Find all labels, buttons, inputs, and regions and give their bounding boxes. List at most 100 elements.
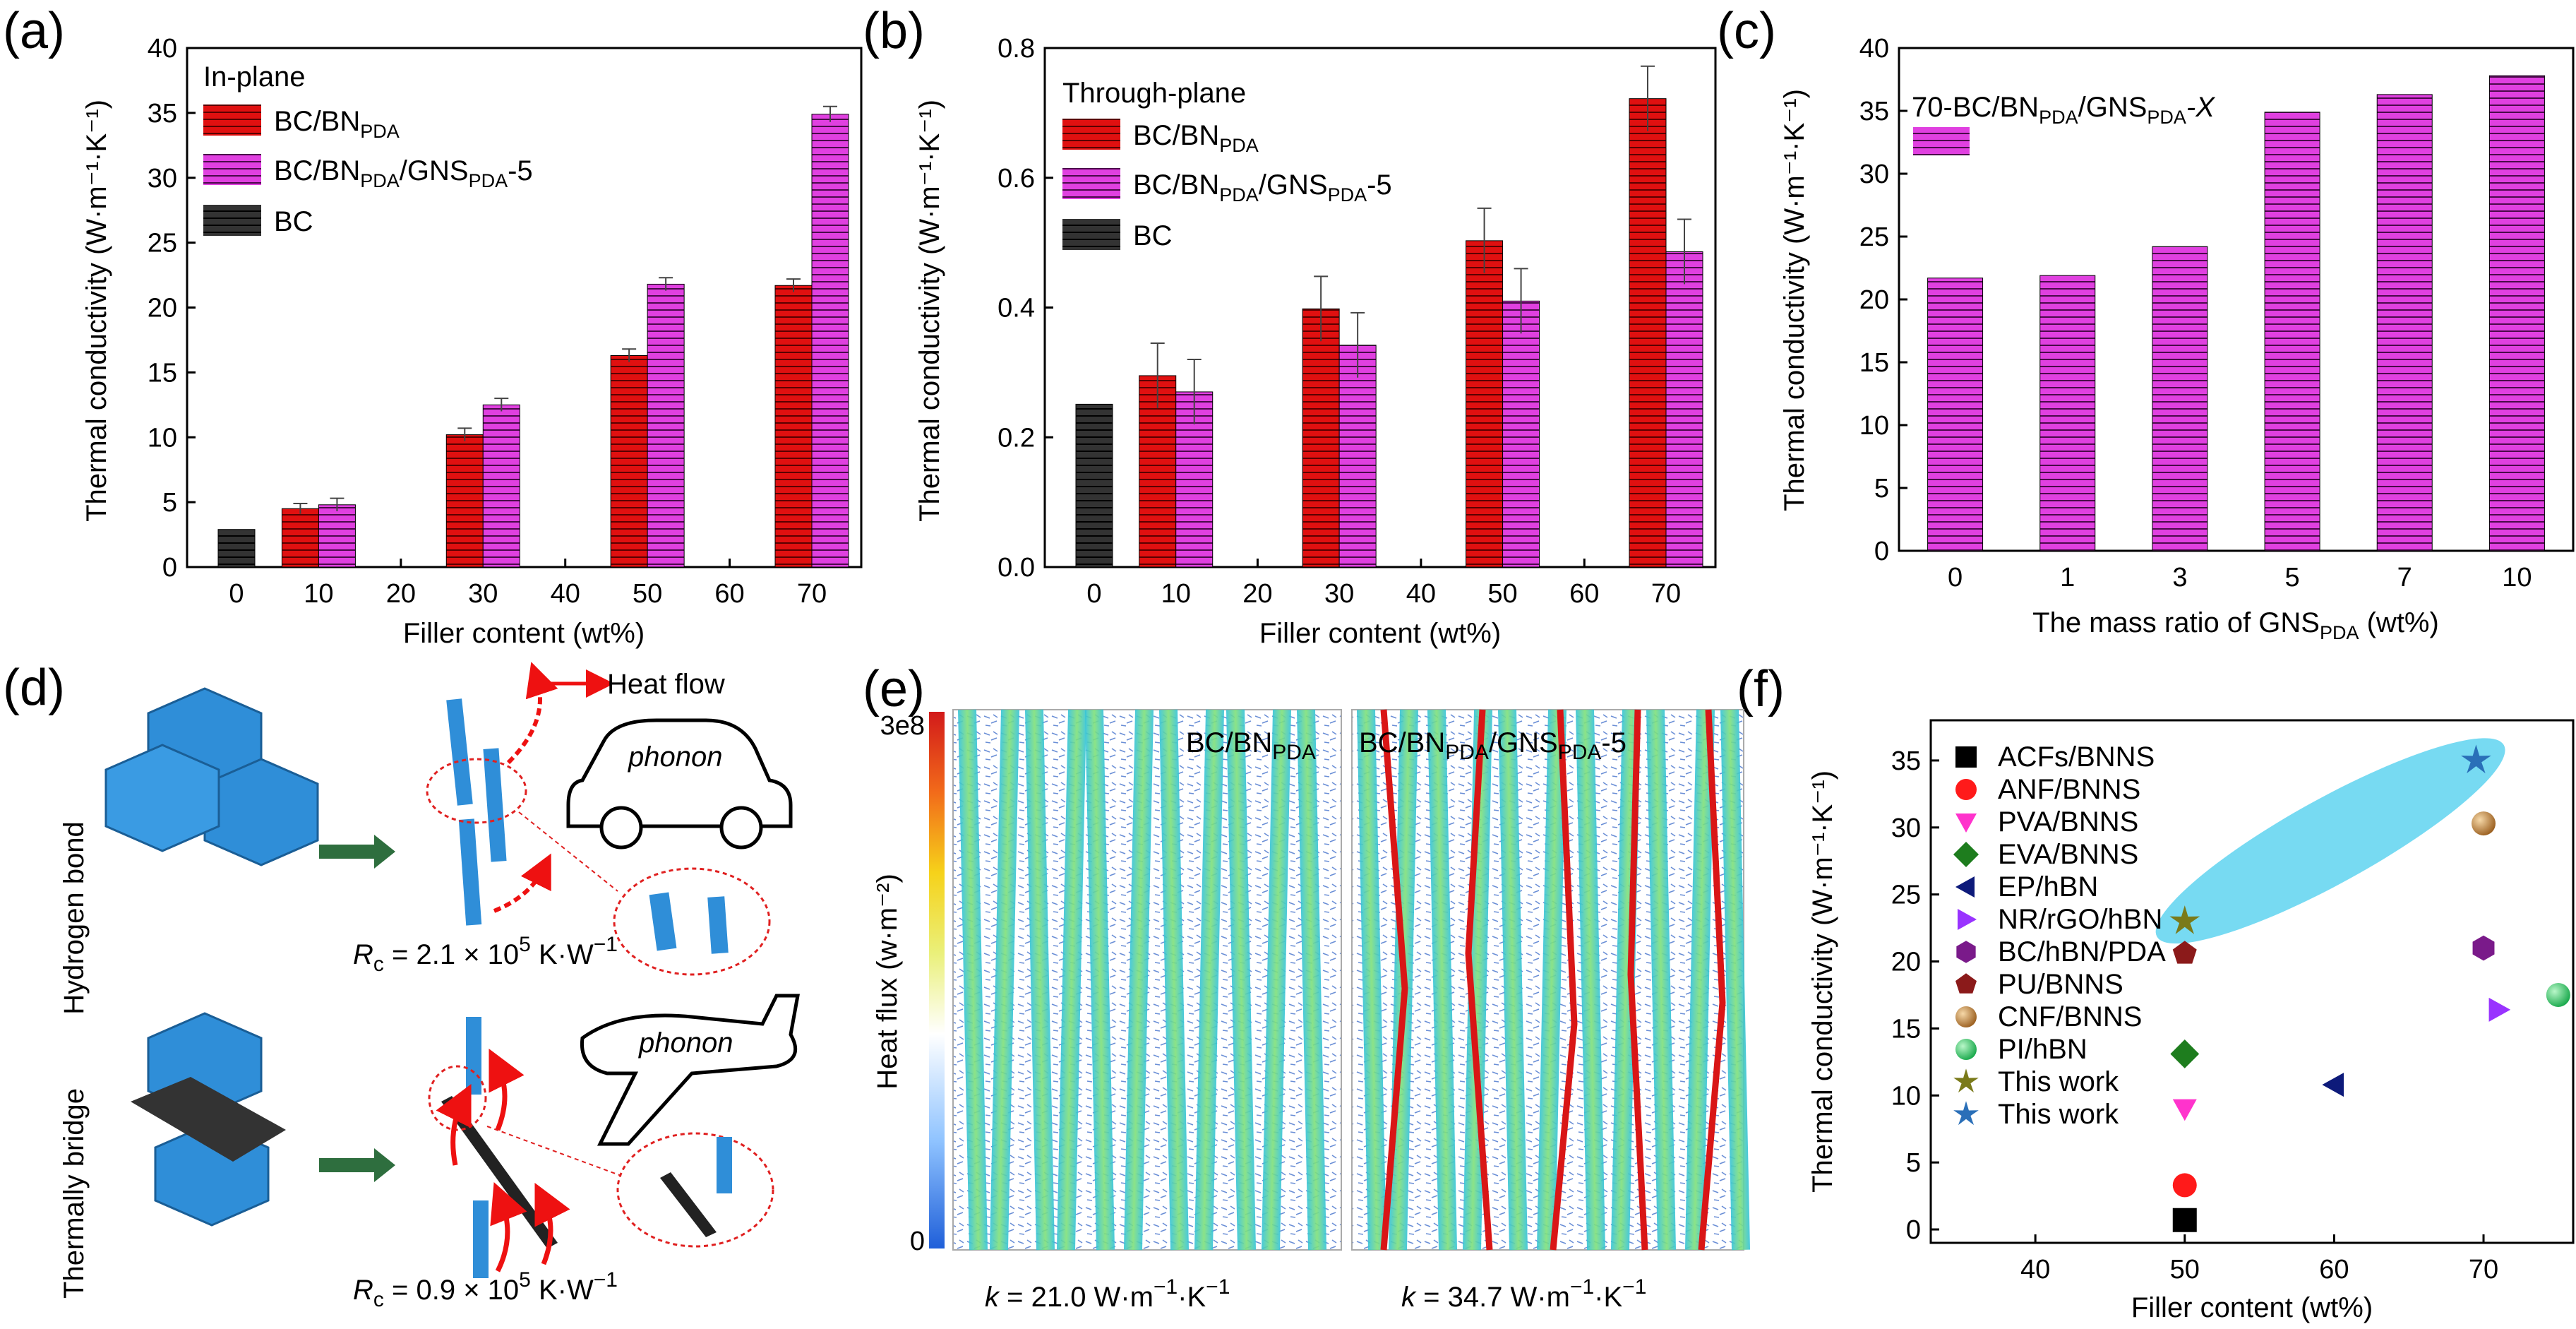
flux-rod-right bbox=[1498, 709, 1528, 1251]
heat-path-red bbox=[1550, 709, 1578, 1251]
panel-c-label: (c) bbox=[1717, 3, 1776, 59]
x-tick-label: 10 bbox=[1161, 579, 1191, 609]
y-tick-label: 15 bbox=[1891, 1014, 1921, 1044]
panel-f-label: (f) bbox=[1737, 661, 1785, 717]
flux-rod-right bbox=[1427, 709, 1458, 1251]
y-tick-label: 15 bbox=[1859, 348, 1889, 378]
chart-b: Thermal conductivity (W·m⁻¹·K⁻¹) Filler … bbox=[914, 34, 1717, 649]
x-tick-label: 40 bbox=[551, 579, 580, 609]
x-tick-label: 7 bbox=[2397, 563, 2412, 592]
y-tick-label: 5 bbox=[1874, 474, 1889, 503]
legend-label: NR/rGO/hBN bbox=[1998, 904, 2162, 935]
point-cnf-bnns bbox=[2472, 811, 2496, 836]
svg-text:phonon: phonon bbox=[638, 1027, 733, 1059]
heatmap-e: 3e8 0 Heat flux (w·m⁻²) BC/BNPDA BC/BNPD… bbox=[872, 709, 1751, 1313]
x-tick-label: 50 bbox=[633, 579, 662, 609]
x-tick-label: 10 bbox=[2502, 563, 2532, 592]
flux-rod-left bbox=[1226, 709, 1257, 1251]
flux-rod-right bbox=[1646, 709, 1677, 1251]
y-tick-label: 20 bbox=[1891, 948, 1921, 977]
legend-label-bcbn-gns: BC/BNPDA/GNSPDA-5 bbox=[1133, 169, 1392, 205]
legend-marker bbox=[1958, 909, 1977, 930]
bar-bcbn-gns-50 bbox=[647, 283, 685, 568]
y-tick-label: 0.6 bbox=[998, 164, 1035, 193]
bar-bcbn-30 bbox=[445, 434, 484, 568]
highlight-ellipse bbox=[2155, 738, 2505, 944]
contact-highlight-top bbox=[426, 758, 527, 824]
panel-b-label: (b) bbox=[863, 3, 925, 59]
k-left: k = 21.0 W·m−1·K−1 bbox=[985, 1275, 1230, 1313]
bar-bcbn-gns-30 bbox=[482, 404, 520, 568]
legend-swatch-magenta bbox=[1913, 127, 1970, 155]
heat-flow-label: Heat flow bbox=[607, 669, 725, 700]
svg-text:phonon: phonon bbox=[628, 741, 722, 773]
hexagon-stack-top bbox=[104, 687, 319, 866]
x-tick-label: 50 bbox=[1487, 579, 1517, 609]
y-tick-label: 0 bbox=[1874, 537, 1889, 566]
chart-c-ylabel: Thermal conductivity (W·m⁻¹·K⁻¹) bbox=[1779, 89, 1810, 511]
legend-marker bbox=[1955, 973, 1977, 994]
bar-bcbn-gns-50 bbox=[1502, 300, 1540, 568]
bar-bc-0 bbox=[1075, 403, 1113, 568]
x-tick-label: 70 bbox=[1651, 579, 1681, 609]
car-icon: phonon bbox=[566, 718, 793, 850]
y-tick-label: 0.0 bbox=[998, 553, 1035, 583]
colorbar-label: Heat flux (w·m⁻²) bbox=[872, 874, 903, 1090]
colorbar bbox=[929, 712, 945, 1248]
flux-rod-right bbox=[1536, 709, 1566, 1251]
flux-rod-right bbox=[1684, 709, 1715, 1251]
chart-f-xlabel: Filler content (wt%) bbox=[2131, 1292, 2373, 1323]
y-tick-label: 40 bbox=[1859, 34, 1889, 64]
chart-c-frame bbox=[1898, 47, 2575, 552]
legend-marker bbox=[1953, 1101, 1979, 1126]
bar-gns-5 bbox=[2264, 112, 2320, 552]
y-tick-label: 25 bbox=[1859, 222, 1889, 252]
chart-b-title: Through-plane bbox=[1062, 78, 1246, 109]
schematic-d: Hydrogen bond Thermally bridge Heat flow… bbox=[59, 662, 800, 1311]
sheets-bottom bbox=[441, 1017, 558, 1278]
legend-marker bbox=[1956, 941, 1976, 963]
legend-label: PU/BNNS bbox=[1998, 969, 2123, 1000]
y-tick-label: 0.8 bbox=[998, 34, 1035, 64]
panel-e-label: (e) bbox=[863, 661, 925, 717]
heat-arrow-top bbox=[506, 662, 558, 765]
point-ep-hbn bbox=[2322, 1073, 2344, 1097]
x-tick-label: 60 bbox=[1569, 579, 1599, 609]
x-tick-label: 0 bbox=[1086, 579, 1101, 609]
flux-rod-left bbox=[1085, 709, 1115, 1251]
legend-swatch-magenta bbox=[203, 154, 261, 185]
bar-bcbn-70 bbox=[1629, 98, 1667, 568]
legend-marker bbox=[1955, 876, 1975, 898]
rc-top: Rc = 2.1 × 105 K·W−1 bbox=[353, 933, 618, 976]
y-tick-label: 0.4 bbox=[998, 294, 1035, 323]
flux-rod-left bbox=[1056, 709, 1086, 1251]
chart-a: Thermal conductivity (W·m⁻¹·K⁻¹) Filler … bbox=[81, 34, 863, 649]
chart-f-legend: ACFs/BNNSANF/BNNSPVA/BNNSEVA/BNNSEP/hBNN… bbox=[1953, 741, 2166, 1130]
bar-gns-7 bbox=[2376, 94, 2433, 552]
heat-path-red bbox=[1380, 709, 1408, 1251]
legend-label: ACFs/BNNS bbox=[1998, 741, 2155, 773]
sheets-top bbox=[446, 698, 507, 926]
bar-bcbn-gns-70 bbox=[1665, 251, 1703, 568]
panel-a-label: (a) bbox=[3, 3, 65, 59]
chart-c: Thermal conductivity (W·m⁻¹·K⁻¹) The mas… bbox=[1779, 34, 2575, 643]
point-this-work bbox=[2461, 744, 2491, 774]
y-tick-label: 40 bbox=[148, 34, 177, 64]
heat-path-red bbox=[1627, 709, 1648, 1251]
y-tick-label: 0 bbox=[162, 553, 177, 583]
legend-swatch-red bbox=[1062, 119, 1120, 150]
y-tick-label: 30 bbox=[148, 164, 177, 193]
panel-d-label: (d) bbox=[3, 660, 65, 716]
x-tick-label: 60 bbox=[2319, 1255, 2349, 1285]
y-tick-label: 0.2 bbox=[998, 423, 1035, 453]
flux-rod-left bbox=[989, 709, 1019, 1251]
legend-label: EVA/BNNS bbox=[1998, 839, 2138, 870]
flux-rod-right bbox=[1357, 709, 1387, 1251]
x-tick-label: 0 bbox=[1948, 563, 1963, 592]
bar-bc-0 bbox=[217, 529, 256, 568]
arrow-right-icon bbox=[319, 1148, 395, 1182]
y-tick-label: 15 bbox=[148, 358, 177, 388]
bar-bcbn-gns-70 bbox=[811, 114, 849, 568]
x-tick-label: 50 bbox=[2170, 1255, 2200, 1285]
chart-c-xlabel: The mass ratio of GNSPDA (wt%) bbox=[2032, 607, 2439, 643]
